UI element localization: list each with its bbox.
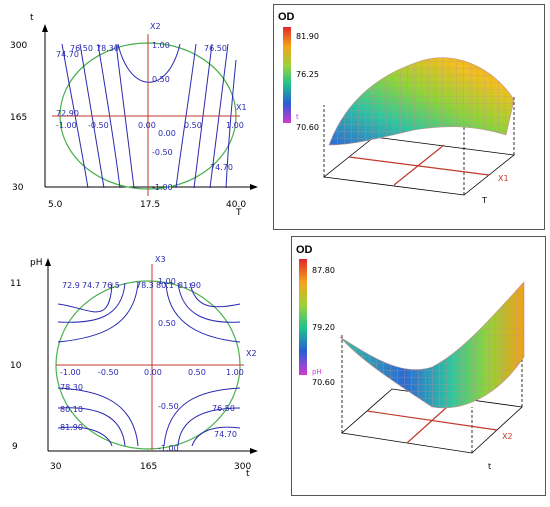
contour-label-2-1: 74.7 [82,281,100,290]
surface-mesh-2 [340,282,524,408]
contour-label-2-3: 78.3 [136,281,154,290]
contour-panel-2: pH t 11 10 9 30 165 300 X2 X3 -0.50 0.00… [0,238,268,502]
coded-v-tick-2-1: 0.50 [158,319,176,328]
colorbar-title-2: OD [296,244,313,256]
surface-axis-label-1-1: X1 [498,174,509,183]
coded-v-tick-2-3: -1.00 [158,444,179,453]
y-axis-name-1: t [30,13,34,23]
coded-axis-h-label-2: X2 [246,349,257,358]
x-axis-name-1: T [235,208,242,218]
y-tick-2-2: 9 [12,442,18,452]
y-tick-1-0: 300 [10,41,27,51]
contour-label-1-1: 76.50 [70,44,93,53]
y-tick-2-1: 10 [10,361,22,371]
contour-label-2-0: 72.9 [62,281,80,290]
floor-box-1 [323,95,515,196]
coded-axis-v-label-2: X3 [155,255,166,264]
coded-v-tick-1-1: 0.50 [152,75,170,84]
x-tick-1-1: 17.5 [140,200,160,210]
contour-label-1-6: 74.70 [210,163,233,172]
colorbar-tick-1-0: 81.90 [296,32,319,41]
surface-axis-label-2-1: X2 [502,432,513,441]
colorbar-tick-1-1: 76.25 [296,70,319,79]
contour-label-1-0: 74.70 [56,50,79,59]
coded-h-tick-1-0: -0.50 [88,121,109,130]
coded-v-tick-1-2: -0.50 [152,148,173,157]
x-tick-2-2: 300 [234,462,251,472]
surface-panel-2: OD 87.80 79.20 pH 70.60 t X2 [291,236,546,496]
colorbar-1 [283,27,291,123]
x-tick-1-2: 40.0 [226,200,246,210]
x-tick-2-1: 165 [140,462,157,472]
coded-v-tick-1-0: 1.00 [152,41,170,50]
contour-label-1-2: 78.30 [96,44,119,53]
coded-h-tick-2-0: -0.50 [98,368,119,377]
colorbar-tick-2-2: 70.60 [312,378,335,387]
x-tick-2-0: 30 [50,462,62,472]
coded-h-tick-1-3: 1.00 [226,121,244,130]
colorbar-tick-1-2: 70.60 [296,123,319,132]
colorbar-axis-label-1: t [296,113,299,121]
coded-h-tick-2-3: 1.00 [226,368,244,377]
coded-v-tick-1-3: -1.00 [152,183,173,192]
y-tick-1-2: 30 [12,183,24,193]
surface-axis-label-1-0: T [481,196,487,205]
coded-extra-2: -1.00 [60,368,81,377]
contour-label-2-10: 74.70 [214,430,237,439]
surface-axis-label-2-0: t [488,462,491,471]
contour-label-1-3: 76.50 [204,44,227,53]
y-tick-2-0: 11 [10,279,21,289]
contour-label-2-8: 81.90 [60,423,83,432]
contour-label-2-9: 76.50 [212,404,235,413]
contour-label-2-2: 76.5 [102,281,120,290]
y-tick-1-1: 165 [10,113,27,123]
surface-panel-1: OD 81.90 76.25 t 70.60 T X1 [273,4,545,230]
floor-axes-1 [348,144,490,186]
colorbar-tick-2-1: 79.20 [312,323,335,332]
coded-extra-1: -1.00 [56,121,77,130]
contour-label-2-5: 81.90 [178,281,201,290]
colorbar-axis-label-2: pH [312,368,322,376]
contour-label-1-4: 72.90 [56,109,79,118]
surface-mesh-1 [329,57,514,145]
coded-h-tick-2-1: 0.00 [144,368,162,377]
coded-h-tick-2-2: 0.50 [188,368,206,377]
coded-v-tick-2-2: -0.50 [158,402,179,411]
coded-h-tick-1-1: 0.00 [138,121,156,130]
coded-axis-h-label-1: X1 [236,103,247,112]
coded-v-tick-2-0: 1.00 [158,277,176,286]
contour-label-2-4: 80.1 [156,281,174,290]
coded-axis-v-label-1: X2 [150,22,161,31]
colorbar-tick-2-0: 87.80 [312,266,335,275]
contour-label-1-5: 0.00 [158,129,176,138]
contour-panel-1: t T 300 165 30 5.0 17.5 40.0 X1 X2 -0.50… [0,0,268,226]
colorbar-title-1: OD [278,11,295,23]
colorbar-2 [299,259,307,375]
contour-lines-2 [57,282,241,447]
coded-h-tick-1-2: 0.50 [184,121,202,130]
contour-label-2-7: 80.10 [60,405,83,414]
x-axis-name-2: t [246,469,250,479]
y-axis-name-2: pH [30,258,42,268]
contour-label-2-6: 78.30 [60,383,83,392]
x-tick-1-0: 5.0 [48,200,63,210]
